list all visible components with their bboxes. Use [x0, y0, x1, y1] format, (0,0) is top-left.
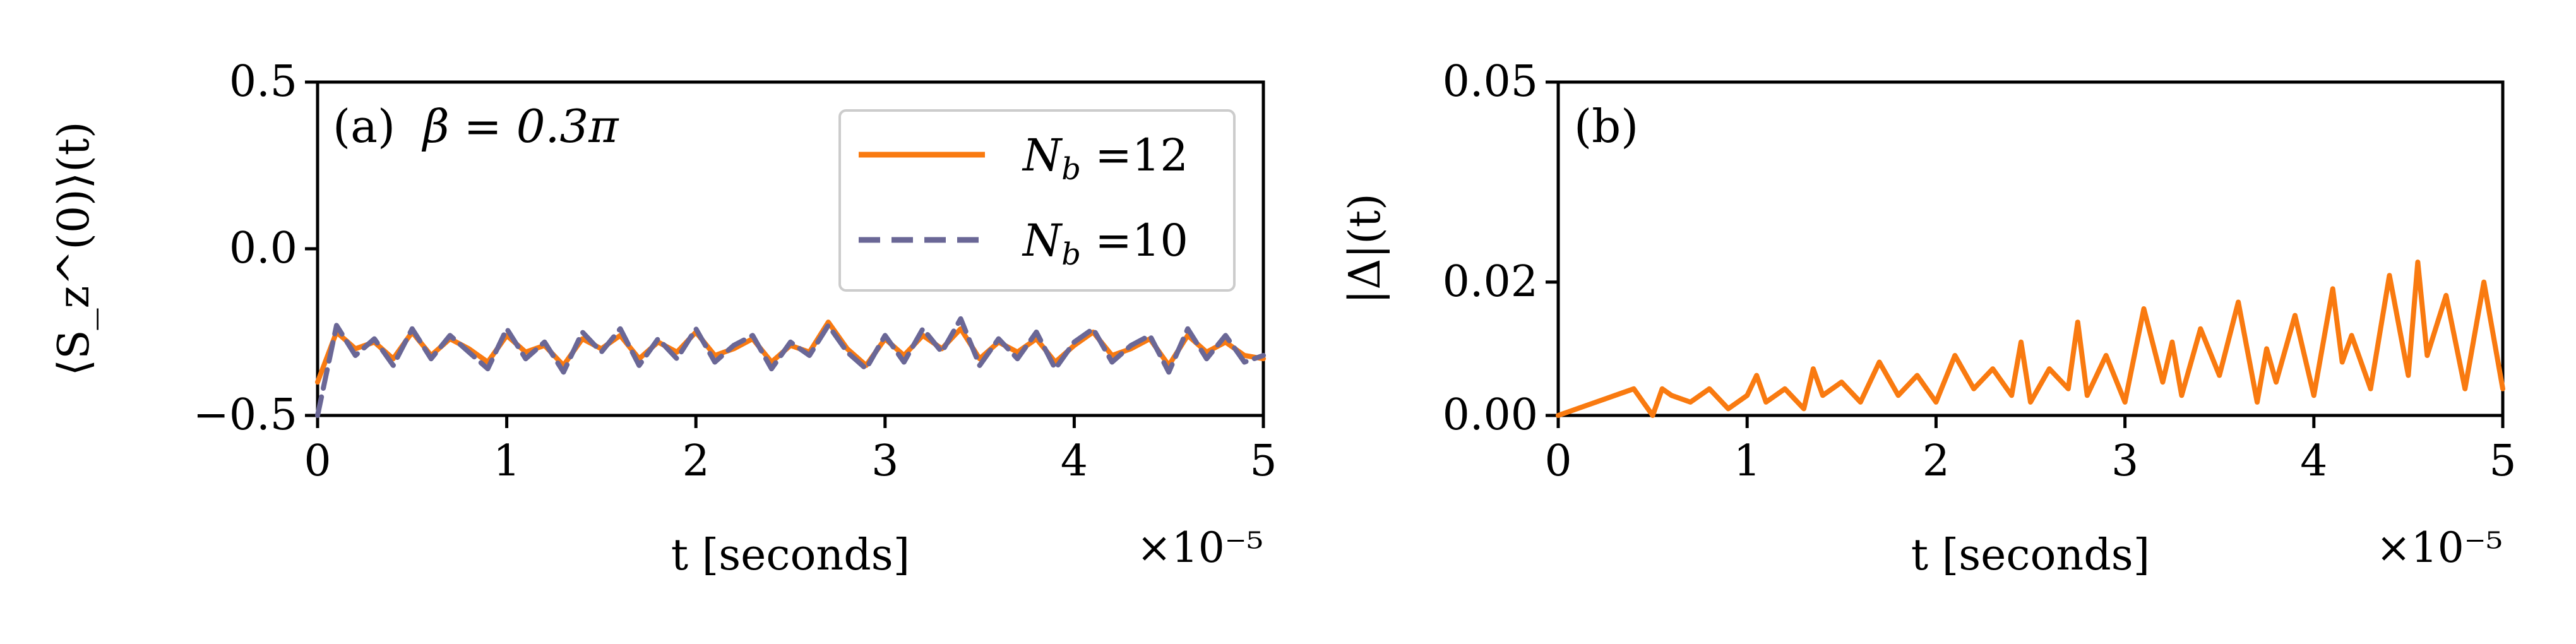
panel-a-ytick-label: −0.5 [193, 390, 297, 440]
panel-a-ytick-label: 0.0 [229, 224, 297, 273]
legend-label-nb12-value: =12 [1081, 129, 1188, 181]
panel-b-xtick-label: 1 [1734, 436, 1761, 486]
panel-b-ytick-label: 0.02 [1443, 257, 1538, 307]
panel-a-xtick-label: 2 [683, 436, 710, 486]
panel-a-xlabel: t [seconds] [671, 530, 910, 580]
panel-b-ylabel: |Δ|(t) [1340, 193, 1390, 304]
legend-label-nb10: Nb =10 [1022, 215, 1188, 272]
panel-a-series-2-line [315, 316, 1266, 418]
panel-a-xtick-label: 0 [304, 436, 331, 486]
legend: Nb =12 Nb =10 [838, 109, 1236, 292]
panel-a-xtick-label: 4 [1061, 436, 1088, 486]
panel-b-xlabel: t [seconds] [1911, 530, 2150, 580]
legend-label-nb10-sub: b [1061, 237, 1081, 272]
panel-a-xtick-label: 1 [493, 436, 520, 486]
panel-a: 0 1 2 3 4 5 −0.5 0.0 0.5 (a) β = 0.3π Nb =12 Nb … [49, 57, 1277, 580]
legend-label-nb10-symbol: N [1022, 215, 1063, 266]
legend-label-nb10-value: =10 [1081, 215, 1188, 266]
panel-b-xtick-label: 5 [2489, 436, 2516, 486]
panel-a-label: (a) [333, 100, 395, 153]
panel-a-annotation: β = 0.3π [421, 100, 619, 153]
panel-a-x-offset: ×10⁻⁵ [1136, 523, 1263, 572]
panel-a-ytick-label: 0.5 [229, 57, 297, 107]
legend-label-nb12-sub: b [1061, 152, 1081, 187]
panel-a-ylabel: ⟨S_z^(0)⟩(t) [49, 121, 99, 376]
panel-b-ytick-label: 0.00 [1443, 390, 1538, 440]
panel-b: 0 1 2 3 4 5 0.00 0.02 0.05 (b) t [seconds] ×10⁻⁵… [1340, 57, 2517, 580]
panel-b-series-1-line [1556, 259, 2505, 418]
panel-b-ytick-label: 0.05 [1443, 57, 1538, 107]
panel-b-xtick-label: 0 [1544, 436, 1571, 486]
legend-label-nb12: Nb =12 [1022, 129, 1188, 187]
panel-b-frame [1556, 80, 2505, 417]
panel-a-xtick-label: 3 [871, 436, 898, 486]
panel-b-label: (b) [1574, 100, 1638, 153]
panel-b-xtick-label: 4 [2300, 436, 2327, 486]
panel-b-xtick-label: 3 [2111, 436, 2138, 486]
panel-a-xtick-label: 5 [1249, 436, 1277, 486]
panel-b-x-offset: ×10⁻⁵ [2376, 523, 2503, 572]
panel-b-xtick-label: 2 [1923, 436, 1950, 486]
legend-label-nb12-symbol: N [1022, 129, 1063, 181]
